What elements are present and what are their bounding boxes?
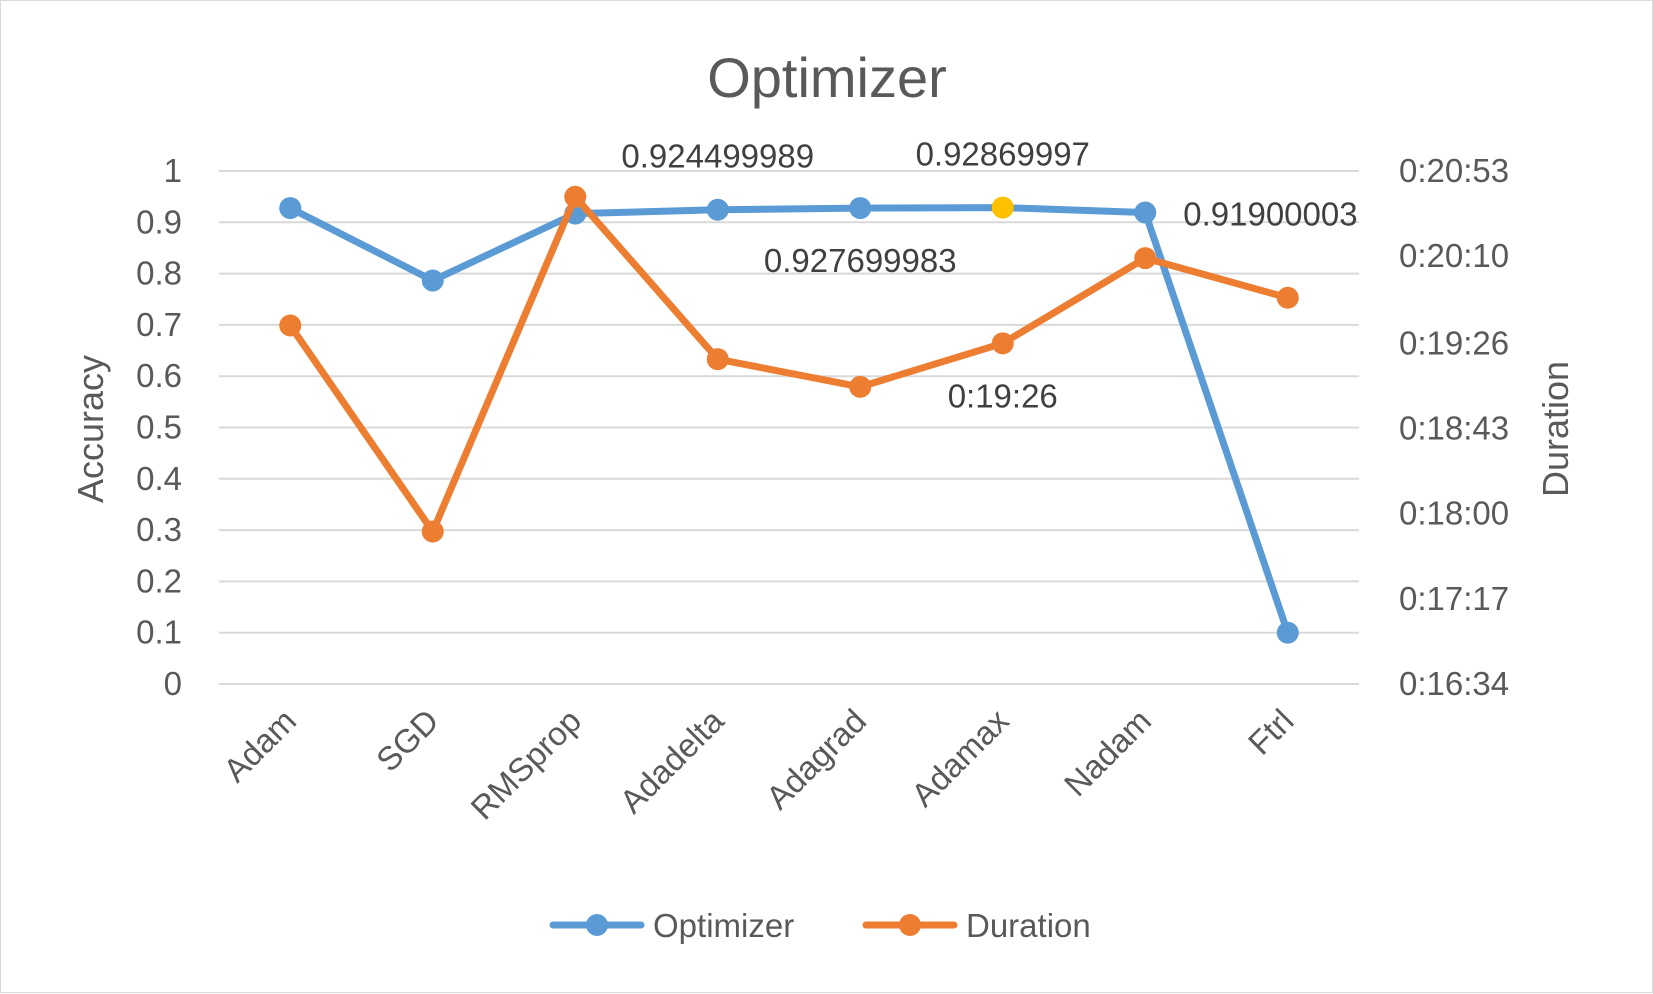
y-left-tick-label: 0 [164, 665, 182, 702]
optimizer-legend-marker [586, 914, 608, 936]
data-label: 0.91900003 [1183, 196, 1357, 233]
duration-point [279, 314, 302, 337]
optimizer-series-line [286, 204, 1292, 637]
x-tick-label: Adamax [904, 701, 1016, 813]
y-axis-right-title: Duration [1535, 361, 1576, 497]
x-tick-label: Ftrl [1241, 702, 1301, 762]
x-tick-label: Adadelta [612, 701, 731, 820]
x-tick-label: Adam [216, 702, 303, 789]
legend: Optimizer Duration [549, 907, 1091, 944]
duration-legend-marker [899, 914, 921, 936]
y-left-tick-label: 0.1 [136, 614, 182, 651]
y-left-tick-label: 0.5 [136, 409, 182, 446]
duration-point [706, 348, 729, 371]
y-left-tick-label: 0.8 [136, 255, 182, 292]
chart-title: Optimizer [707, 46, 947, 109]
data-labels: 0.924499989 0.927699983 0.92869997 0.919000… [621, 136, 1357, 415]
duration-point [1134, 247, 1157, 270]
y-right-tick-label: 0:18:43 [1399, 409, 1509, 446]
y-right-tick-label: 0:19:26 [1399, 324, 1509, 361]
y-left-tick-label: 0.4 [136, 460, 182, 497]
y-right-tick-label: 0:20:53 [1399, 152, 1509, 189]
y-right-tick-label: 0:18:00 [1399, 495, 1509, 532]
optimizer-point [279, 197, 302, 220]
y-left-tick-label: 0.2 [136, 562, 182, 599]
optimizer-point [991, 196, 1014, 219]
x-tick-label: SGD [369, 702, 446, 779]
x-axis: Adam SGD RMSprop Adadelta Adagrad Adamax Nadam… [216, 701, 1301, 826]
optimizer-legend-label: Optimizer [653, 907, 794, 944]
data-label: 0.927699983 [764, 242, 957, 279]
optimizer-point [1134, 201, 1157, 224]
duration-point [991, 332, 1014, 355]
data-label: 0.92869997 [916, 136, 1090, 173]
x-tick-label: Adagrad [759, 702, 873, 816]
optimizer-point [706, 198, 729, 221]
y-left-tick-label: 0.6 [136, 357, 182, 394]
series [279, 185, 1299, 644]
y-axis-left-title: Accuracy [70, 355, 111, 503]
y-right-tick-label: 0:16:34 [1399, 665, 1509, 702]
y-left-tick-label: 0.7 [136, 306, 182, 343]
data-label: 0.924499989 [621, 138, 814, 175]
duration-series-line [286, 193, 1292, 535]
y-left-tick-label: 1 [164, 152, 182, 189]
data-label: 0:19:26 [948, 377, 1058, 414]
optimizer-point [421, 269, 444, 292]
y-right-tick-label: 0:20:10 [1399, 237, 1509, 274]
x-tick-label: Nadam [1057, 702, 1158, 803]
y-left-tick-label: 0.9 [136, 203, 182, 240]
left-axis: 0 0.1 0.2 0.3 0.4 0.5 0.6 0.7 0.8 0.9 1 [136, 152, 182, 702]
y-right-tick-label: 0:17:17 [1399, 580, 1509, 617]
duration-point [564, 185, 587, 208]
right-axis: 0:16:34 0:17:17 0:18:00 0:18:43 0:19:26 0:20:… [1399, 152, 1509, 702]
gridlines [219, 170, 1359, 685]
optimizer-point [1276, 621, 1299, 644]
duration-point [1276, 286, 1299, 309]
optimizer-point [849, 197, 872, 220]
duration-legend-label: Duration [966, 907, 1091, 944]
y-left-tick-label: 0.3 [136, 511, 182, 548]
duration-point [849, 375, 872, 398]
x-tick-label: RMSprop [463, 702, 588, 827]
duration-point [421, 520, 444, 543]
